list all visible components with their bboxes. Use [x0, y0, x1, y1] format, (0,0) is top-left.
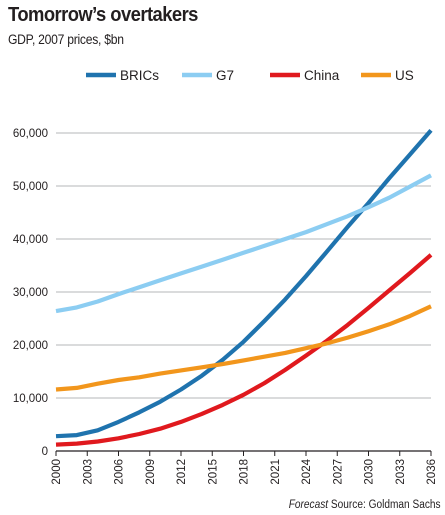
series-lines	[55, 129, 433, 447]
chart-title: Tomorrow’s overtakers	[8, 4, 198, 26]
y-axis-ticks: 0 10,000 20,000 30,000 40,000 50,000 60,000	[13, 128, 48, 458]
x-tick-label: 2033	[395, 459, 407, 485]
x-tick-label: 2003	[82, 459, 94, 485]
series-line-g7	[55, 173, 432, 314]
series-line-brics	[55, 129, 433, 439]
legend-label-brics: BRICs	[120, 68, 159, 83]
legend: BRICs G7 China US	[86, 68, 414, 83]
legend-label-china: China	[304, 68, 340, 83]
x-tick-label: 2027	[332, 459, 344, 485]
y-tick-label: 50,000	[13, 181, 48, 193]
x-tick-label: 2009	[145, 459, 157, 485]
footer: Forecast Source: Goldman Sachs	[289, 499, 441, 511]
x-tick-label: 2012	[176, 459, 188, 485]
y-tick-label: 30,000	[13, 287, 48, 299]
legend-label-us: US	[395, 68, 414, 83]
x-tick-label: 2015	[207, 459, 219, 485]
chart-subtitle: GDP, 2007 prices, $bn	[8, 32, 124, 47]
y-tick-label: 0	[42, 446, 48, 458]
grid	[56, 132, 431, 399]
y-tick-label: 60,000	[13, 128, 48, 140]
y-tick-label: 40,000	[13, 234, 48, 246]
x-tick-label: 2030	[364, 459, 376, 485]
x-axis-ticks: 2000 2003 2006 2009 2012 2015 2018 2021 2024 2027…	[51, 451, 438, 485]
y-tick-label: 20,000	[13, 340, 48, 352]
x-tick-label: 2024	[301, 458, 313, 484]
source-label: Source: Goldman Sachs	[331, 499, 441, 511]
x-tick-label: 2000	[51, 459, 63, 485]
forecast-label: Forecast	[289, 499, 329, 511]
legend-label-g7: G7	[216, 68, 234, 83]
x-tick-label: 2036	[426, 459, 438, 485]
x-tick-label: 2018	[239, 459, 251, 485]
y-tick-label: 10,000	[13, 393, 48, 405]
series-line-china	[55, 253, 433, 447]
x-tick-label: 2006	[114, 459, 126, 485]
series-line-us	[55, 304, 432, 392]
x-tick-label: 2021	[270, 459, 282, 485]
